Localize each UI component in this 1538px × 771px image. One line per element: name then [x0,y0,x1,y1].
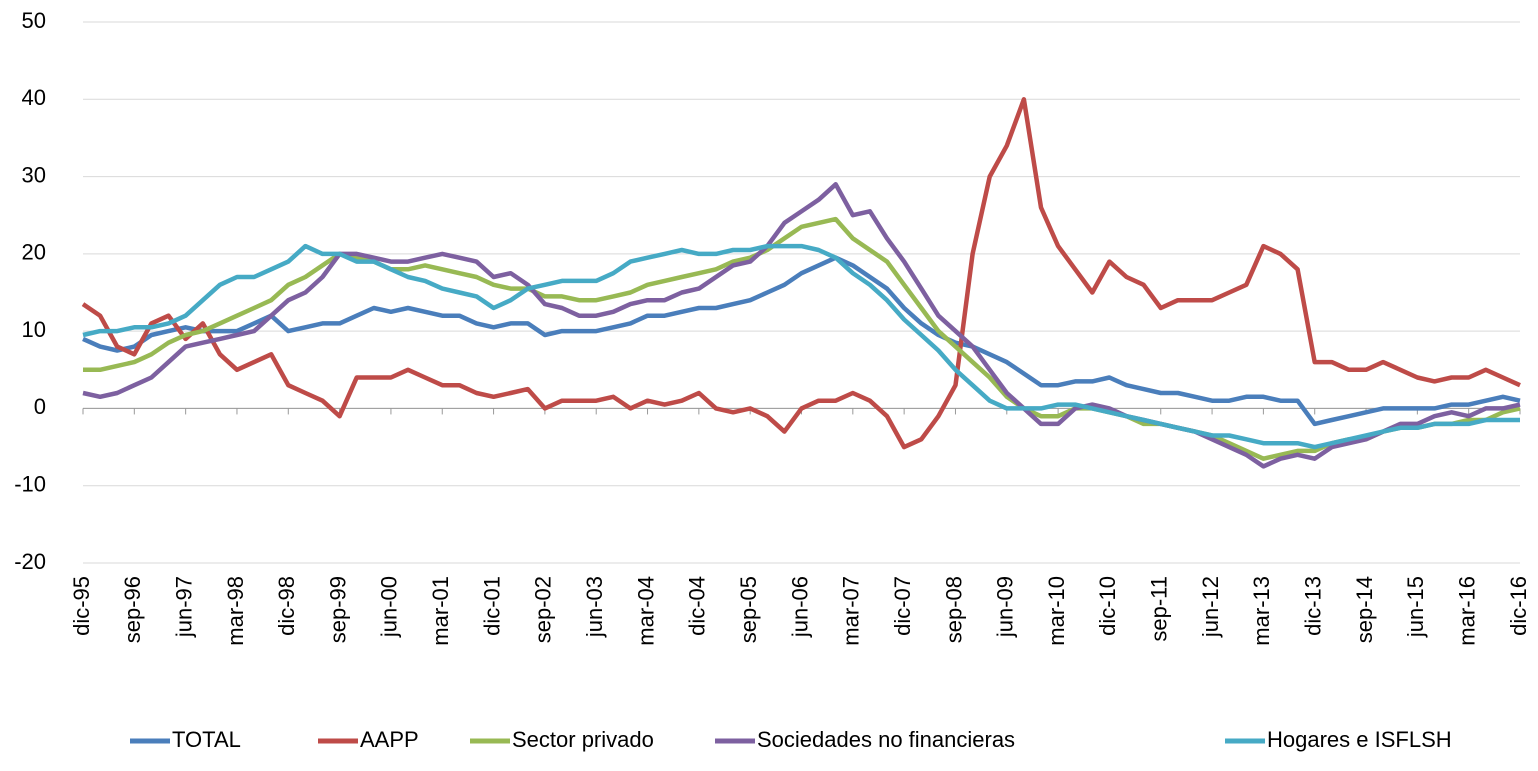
x-tick-label: mar-16 [1454,576,1479,646]
x-tick-label: dic-98 [274,576,299,636]
x-tick-label: sep-02 [531,576,556,643]
x-tick-label: dic-16 [1506,576,1531,636]
x-tick-label: dic-95 [69,576,94,636]
x-tick-label: dic-01 [479,576,504,636]
x-tick-label: mar-07 [839,576,864,646]
legend-label: Hogares e ISFLSH [1267,727,1452,752]
x-tick-label: dic-07 [890,576,915,636]
x-tick-label: jun-97 [171,576,196,638]
legend-label: TOTAL [172,727,241,752]
x-tick-label: jun-15 [1403,576,1428,638]
x-tick-label: jun-03 [582,576,607,638]
x-tick-label: mar-13 [1249,576,1274,646]
y-tick-label: 0 [34,394,46,419]
series-line [82,255,1521,427]
x-tick-label: dic-10 [1095,576,1120,636]
x-tick-label: sep-11 [1147,576,1172,642]
x-tick-label: jun-12 [1198,576,1223,638]
x-tick-label: sep-14 [1352,576,1377,643]
series-line [83,216,1521,461]
y-tick-label: 40 [22,85,46,110]
y-tick-label: 50 [22,8,46,33]
x-tick-label: sep-99 [325,576,350,643]
x-tick-label: dic-13 [1301,576,1326,636]
y-tick-label: 20 [22,240,46,265]
x-tick-label: mar-10 [1044,576,1069,646]
y-tick-label: -20 [14,549,46,574]
x-tick-label: jun-00 [377,576,402,638]
y-tick-label: 30 [22,162,46,187]
x-tick-label: jun-06 [787,576,812,638]
x-tick-label: sep-05 [736,576,761,643]
series-line [81,97,1521,450]
x-tick-label: sep-08 [941,576,966,643]
y-tick-label: -10 [14,472,46,497]
x-tick-label: sep-96 [120,576,145,643]
series-line [82,182,1521,469]
legend-label: Sector privado [512,727,654,752]
legend-label: Sociedades no financieras [757,727,1015,752]
x-tick-label: mar-04 [633,576,658,646]
x-tick-label: dic-04 [685,576,710,636]
legend-label: AAPP [360,727,419,752]
y-tick-label: 10 [22,317,46,342]
x-tick-label: mar-01 [428,576,453,646]
x-tick-label: jun-09 [993,576,1018,638]
x-tick-label: mar-98 [223,576,248,646]
series-line [82,243,1520,450]
